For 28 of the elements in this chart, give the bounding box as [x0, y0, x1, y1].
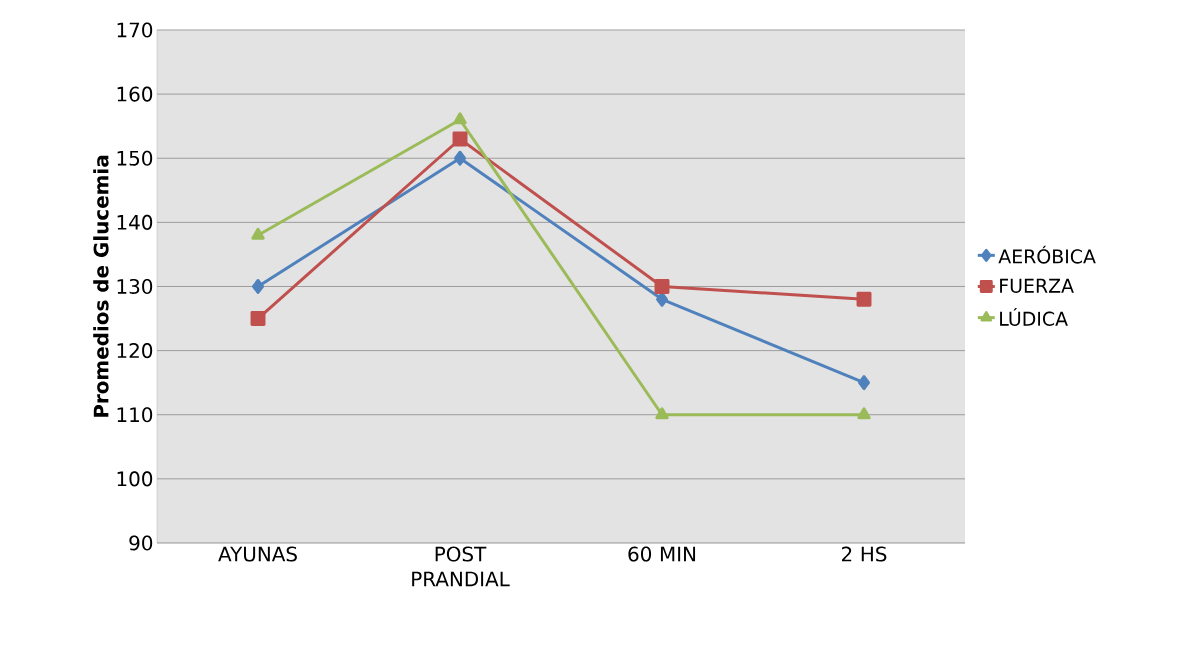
y-tick-label: 130	[117, 278, 153, 295]
point	[856, 291, 872, 307]
y-tick-label: 90	[129, 535, 153, 551]
point	[454, 150, 466, 166]
x-tick-label: 60 MIN	[628, 546, 696, 562]
y-tick-label: 110	[117, 407, 153, 423]
y-tick-label: 100	[117, 471, 153, 487]
point	[857, 407, 871, 420]
y-tick-label: 140	[117, 214, 153, 230]
x-tick-label: AYUNAS	[218, 546, 297, 562]
y-axis-title: Promedios de Glucemia	[93, 155, 109, 417]
point	[452, 131, 468, 147]
y-tick-label: 170	[117, 22, 153, 38]
y-tick-label: 120	[117, 343, 153, 359]
x-tick-label: 2 HS	[841, 546, 887, 562]
y-tick-label: 150	[117, 150, 153, 166]
legend-label: AERÓBICA	[998, 245, 1096, 264]
legend-label: FUERZA	[1000, 278, 1074, 293]
y-tick-label: 160	[117, 86, 153, 102]
point	[655, 407, 669, 420]
point	[251, 227, 265, 240]
point	[654, 279, 670, 294]
legend-label: LÚDICA	[1000, 308, 1068, 326]
point	[453, 112, 467, 125]
x-tick-label: POST PRANDIAL	[412, 546, 510, 587]
point	[252, 279, 264, 294]
point	[250, 311, 266, 327]
point	[858, 375, 870, 391]
